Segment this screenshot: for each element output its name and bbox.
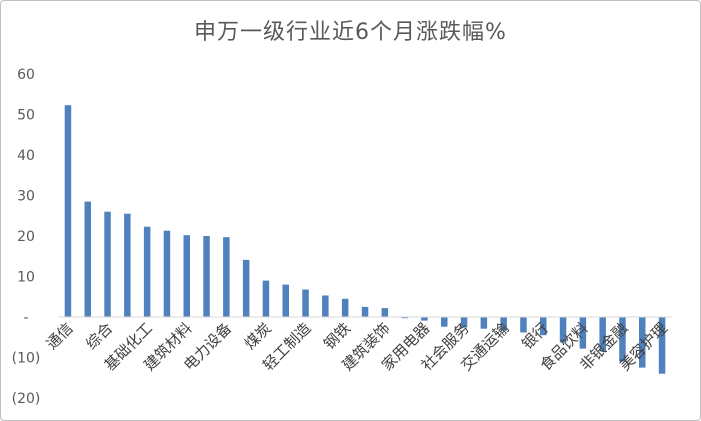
bar xyxy=(639,317,646,368)
y-tick-label: (20) xyxy=(12,391,41,407)
x-tick-label: 煤炭 xyxy=(241,319,275,353)
x-tick-label: 钢铁 xyxy=(320,319,354,353)
y-tick-label: 30 xyxy=(17,189,35,205)
bar xyxy=(441,317,448,327)
y-axis: 60 50 40 30 20 10 - (10) (20) xyxy=(12,67,41,407)
y-tick-label: 20 xyxy=(17,229,35,245)
bar xyxy=(84,201,91,317)
bar xyxy=(104,211,111,317)
bar xyxy=(183,235,190,317)
bar xyxy=(242,259,250,317)
y-tick-label: 10 xyxy=(17,270,35,286)
bar xyxy=(302,289,309,317)
bars xyxy=(64,105,666,374)
bar xyxy=(658,317,666,374)
bar xyxy=(460,317,468,328)
y-tick-label: (10) xyxy=(12,351,41,367)
bar xyxy=(619,317,626,362)
y-tick-label: 50 xyxy=(17,108,35,124)
bar xyxy=(143,226,151,317)
y-tick-label: 60 xyxy=(17,67,35,83)
bar xyxy=(223,237,230,317)
bar xyxy=(579,317,587,349)
bar xyxy=(163,230,171,317)
chart-title: 申万一级行业近6个月涨跌幅% xyxy=(194,20,507,45)
x-tick-label: 综合 xyxy=(82,319,116,353)
bar xyxy=(500,317,507,331)
bar xyxy=(480,317,488,329)
bar xyxy=(341,298,349,317)
bar xyxy=(520,317,527,333)
bar xyxy=(361,306,369,317)
bar xyxy=(381,308,389,317)
bar xyxy=(599,317,606,352)
y-tick-label: - xyxy=(23,310,28,326)
bar xyxy=(124,213,131,317)
bar xyxy=(64,105,72,317)
bar xyxy=(421,317,428,321)
bar xyxy=(559,317,567,343)
y-tick-label: 40 xyxy=(17,148,35,164)
bar xyxy=(262,280,270,317)
bar xyxy=(401,317,408,319)
bar xyxy=(203,236,210,317)
x-tick-label: 通信 xyxy=(43,319,77,353)
bar xyxy=(540,317,547,336)
bar xyxy=(282,284,289,317)
bar xyxy=(322,295,329,317)
